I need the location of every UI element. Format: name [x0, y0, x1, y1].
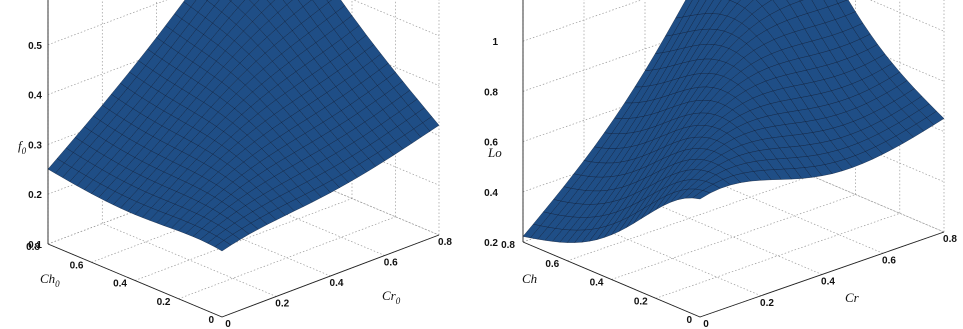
y-tick-label: 0.8 [501, 240, 515, 251]
grid-line [705, 177, 884, 254]
grid-line [567, 175, 812, 262]
z-tick-label: 0.6 [28, 0, 42, 2]
z-tick-label: 1 [492, 37, 498, 48]
z-tick-label: 0.4 [484, 188, 498, 199]
z-tick-label: 0.6 [484, 138, 498, 149]
y-tick-label: 0 [208, 315, 214, 326]
x-tick-label: 0.2 [760, 298, 774, 309]
x-tick-label: 0.4 [330, 278, 344, 289]
surface-patch [266, 0, 276, 5]
x-tick-label: 0.4 [821, 277, 835, 288]
x-axis-label: Cr [845, 290, 860, 305]
y-tick-label: 0.2 [157, 297, 171, 308]
grid-line [766, 156, 945, 233]
y-tick-label: 0.6 [545, 259, 559, 270]
grid-line [178, 216, 396, 300]
grid-line [611, 194, 856, 280]
z-axis-label: f0 [18, 138, 27, 156]
surface-patch [214, 240, 232, 252]
z-tick-label: 0.1 [28, 240, 42, 251]
z-tick-label: 0.5 [28, 41, 42, 52]
z-tick-label: 0.8 [484, 87, 498, 98]
y-tick-label: 0.4 [590, 278, 604, 289]
y-axis-line [47, 243, 223, 318]
axes-box [522, 0, 945, 318]
y-tick-label: 0.4 [113, 279, 127, 290]
surface-patch [692, 190, 711, 200]
y-axis-line [522, 241, 701, 318]
z-axis-label: Lo [487, 145, 502, 160]
y-tick-label: 0.8 [26, 242, 40, 253]
x-axis-label-subscript: 0 [396, 296, 401, 306]
chart-2: 00.20.40.60.800.20.40.60.80.20.40.60.811… [484, 0, 957, 329]
x-tick-label: 0 [225, 319, 231, 329]
z-tick-label: 0.4 [28, 91, 42, 102]
y-tick-label: 0.2 [634, 296, 648, 307]
z-tick-label: 0.2 [484, 238, 498, 249]
surface-mesh [522, 0, 945, 243]
x-axis-line [699, 231, 945, 318]
surface-patch [326, 0, 332, 3]
y-tick-label: 0.6 [70, 260, 84, 271]
axes-box [47, 0, 440, 318]
x-axis-line [221, 234, 440, 318]
x-tick-label: 0.8 [943, 234, 957, 245]
x-tick-label: 0.6 [882, 255, 896, 266]
grid-line [134, 198, 353, 281]
y-tick-label: 0 [686, 315, 692, 326]
surface-mesh [47, 0, 440, 252]
grid-line [583, 220, 762, 297]
x-tick-label: 0.6 [384, 258, 398, 269]
grid-line [47, 0, 440, 46]
y-axis-label: Ch0 [40, 271, 60, 289]
z-tick-label: 0.2 [28, 190, 42, 201]
grid-line [655, 212, 900, 299]
x-tick-label: 0 [703, 319, 709, 329]
z-tick-label: 0.3 [28, 140, 42, 151]
y-axis-label: Ch [522, 271, 537, 286]
x-tick-label: 0.2 [275, 299, 289, 310]
grid-line [644, 199, 823, 275]
x-axis-label: Cr0 [382, 288, 401, 306]
surface-patch [282, 0, 293, 6]
z-axis-label-subscript: 0 [22, 146, 27, 156]
y-axis-label-subscript: 0 [55, 279, 60, 289]
chart-1: 00.20.40.60.800.20.40.60.80.10.20.30.40.… [18, 0, 452, 329]
x-tick-label: 0.8 [438, 237, 452, 248]
